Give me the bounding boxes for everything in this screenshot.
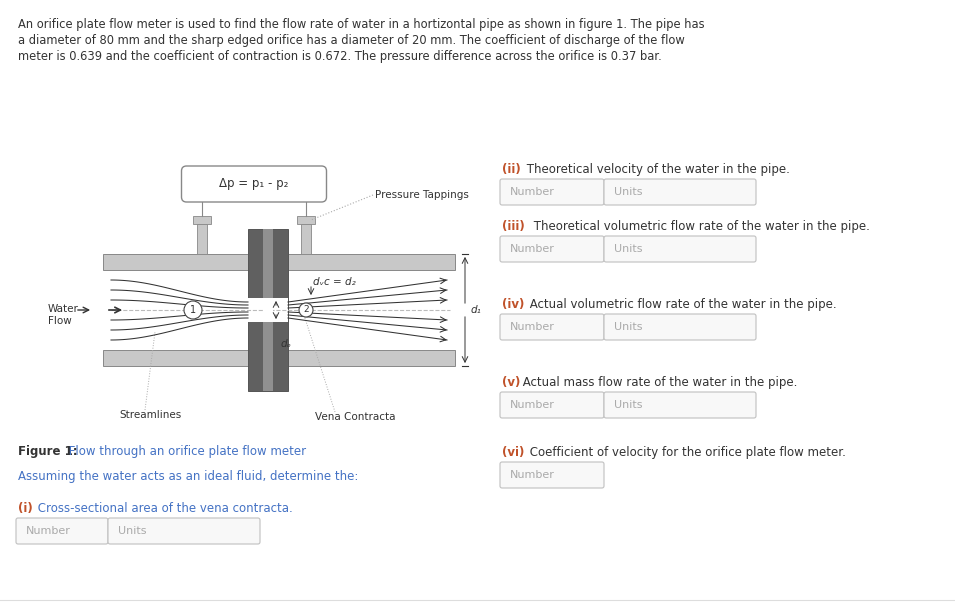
Bar [297, 216, 315, 224]
Text: Assuming the water acts as an ideal fluid, determine the:: Assuming the water acts as an ideal flui… [18, 470, 358, 483]
Text: Units: Units [118, 526, 146, 536]
Text: d₁: d₁ [471, 305, 481, 315]
FancyBboxPatch shape [108, 518, 260, 544]
FancyBboxPatch shape [500, 392, 604, 418]
Bar [268, 229, 288, 391]
Text: Units: Units [614, 400, 643, 410]
Text: Coefficient of velocity for the orifice plate flow meter.: Coefficient of velocity for the orifice … [526, 446, 846, 459]
Text: Flow through an orifice plate flow meter: Flow through an orifice plate flow meter [65, 445, 307, 458]
Bar [263, 229, 273, 391]
Text: Actual volumetric flow rate of the water in the pipe.: Actual volumetric flow rate of the water… [526, 298, 837, 311]
Bar [103, 350, 455, 366]
Circle shape [184, 301, 202, 319]
Text: (ii): (ii) [502, 163, 520, 176]
FancyBboxPatch shape [604, 314, 756, 340]
Text: Number: Number [510, 470, 555, 480]
Text: meter is 0.639 and the coefficient of contraction is 0.672. The pressure differe: meter is 0.639 and the coefficient of co… [18, 50, 662, 63]
FancyBboxPatch shape [604, 236, 756, 262]
Text: Pressure Tappings: Pressure Tappings [375, 190, 469, 200]
FancyBboxPatch shape [604, 392, 756, 418]
Text: Units: Units [614, 322, 643, 332]
Text: Cross-sectional area of the vena contracta.: Cross-sectional area of the vena contrac… [34, 502, 293, 515]
Text: Number: Number [510, 187, 555, 197]
Text: Theoretical volumetric flow rate of the water in the pipe.: Theoretical volumetric flow rate of the … [530, 220, 870, 233]
Text: dᵥᴄ = d₂: dᵥᴄ = d₂ [313, 277, 356, 287]
FancyBboxPatch shape [500, 314, 604, 340]
Bar [301, 224, 311, 254]
Bar [103, 254, 455, 270]
Bar [248, 298, 288, 322]
Text: Number: Number [510, 244, 555, 254]
Text: 2: 2 [303, 305, 308, 315]
Text: Actual mass flow rate of the water in the pipe.: Actual mass flow rate of the water in th… [519, 376, 797, 389]
Text: Vena Contracta: Vena Contracta [315, 412, 395, 422]
FancyBboxPatch shape [181, 166, 327, 202]
Bar [193, 216, 211, 224]
Text: Flow: Flow [48, 316, 72, 326]
FancyBboxPatch shape [500, 179, 604, 205]
Text: Number: Number [26, 526, 71, 536]
Bar [263, 298, 273, 322]
Text: Figure 1:: Figure 1: [18, 445, 77, 458]
Text: Number: Number [510, 322, 555, 332]
Text: Water: Water [48, 304, 79, 314]
FancyBboxPatch shape [16, 518, 108, 544]
Text: (vi): (vi) [502, 446, 524, 459]
Circle shape [299, 303, 313, 317]
Text: a diameter of 80 mm and the sharp edged orifice has a diameter of 20 mm. The coe: a diameter of 80 mm and the sharp edged … [18, 34, 685, 47]
Text: (v): (v) [502, 376, 520, 389]
FancyBboxPatch shape [604, 179, 756, 205]
Text: Streamlines: Streamlines [118, 410, 181, 420]
Text: (iii): (iii) [502, 220, 524, 233]
Bar [248, 229, 268, 391]
FancyBboxPatch shape [500, 236, 604, 262]
FancyBboxPatch shape [500, 462, 604, 488]
Text: Theoretical velocity of the water in the pipe.: Theoretical velocity of the water in the… [523, 163, 790, 176]
Text: 1: 1 [190, 305, 196, 315]
Text: Units: Units [614, 244, 643, 254]
Text: Δp = p₁ - p₂: Δp = p₁ - p₂ [220, 177, 288, 190]
Text: An orifice plate flow meter is used to find the flow rate of water in a hortizon: An orifice plate flow meter is used to f… [18, 18, 705, 31]
Bar [197, 224, 207, 254]
Text: Units: Units [614, 187, 643, 197]
Text: Number: Number [510, 400, 555, 410]
Text: dₒ: dₒ [281, 339, 292, 349]
Text: (iv): (iv) [502, 298, 524, 311]
Text: (i): (i) [18, 502, 32, 515]
